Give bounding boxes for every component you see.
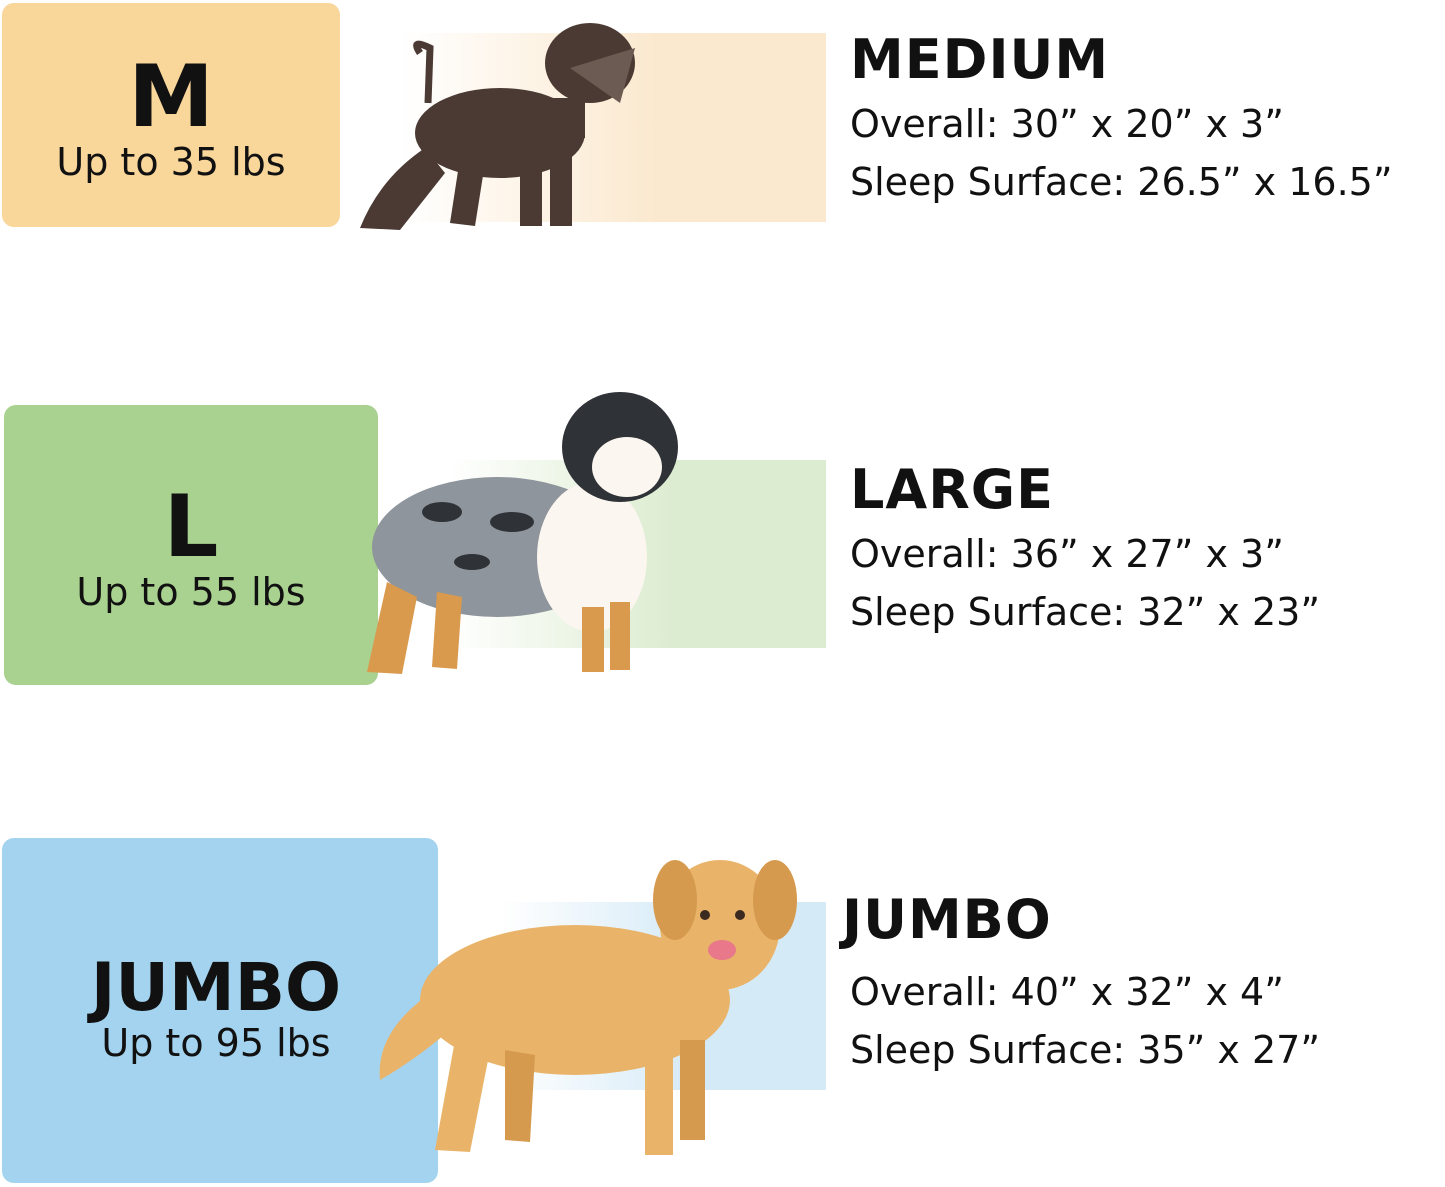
- golden-retriever-illustration: [379, 860, 797, 1155]
- size-info-large: LARGE Overall: 36” x 27” x 3” Sleep Surf…: [850, 463, 1320, 641]
- size-info-medium: MEDIUM Overall: 30” x 20” x 3” Sleep Sur…: [850, 33, 1393, 211]
- schnauzer-illustration: [360, 23, 635, 230]
- sleep-surface-dimensions: Sleep Surface: 26.5” x 16.5”: [850, 160, 1393, 204]
- size-badge-large: L Up to 55 lbs: [4, 405, 378, 685]
- size-badge-medium: M Up to 35 lbs: [2, 3, 340, 227]
- size-name: MEDIUM: [850, 28, 1110, 91]
- size-info-jumbo: JUMBO Overall: 40” x 32” x 4” Sleep Surf…: [842, 893, 1320, 1079]
- size-name: JUMBO: [842, 888, 1052, 951]
- overall-dimensions: Overall: 40” x 32” x 4”: [850, 970, 1284, 1014]
- sleep-surface-dimensions: Sleep Surface: 32” x 23”: [850, 590, 1321, 634]
- size-letter: JUMBO: [90, 948, 342, 1026]
- size-badge-jumbo: JUMBO Up to 95 lbs: [2, 838, 438, 1183]
- weight-limit: Up to 55 lbs: [76, 570, 306, 615]
- size-letter: L: [163, 477, 219, 578]
- australian-shepherd-illustration: [367, 392, 678, 674]
- sleep-surface-dimensions: Sleep Surface: 35” x 27”: [850, 1028, 1321, 1072]
- size-letter: M: [128, 47, 214, 148]
- weight-limit: Up to 95 lbs: [101, 1020, 331, 1065]
- overall-dimensions: Overall: 36” x 27” x 3”: [850, 532, 1284, 576]
- overall-dimensions: Overall: 30” x 20” x 3”: [850, 102, 1284, 146]
- weight-limit: Up to 35 lbs: [56, 140, 286, 185]
- size-name: LARGE: [850, 458, 1054, 521]
